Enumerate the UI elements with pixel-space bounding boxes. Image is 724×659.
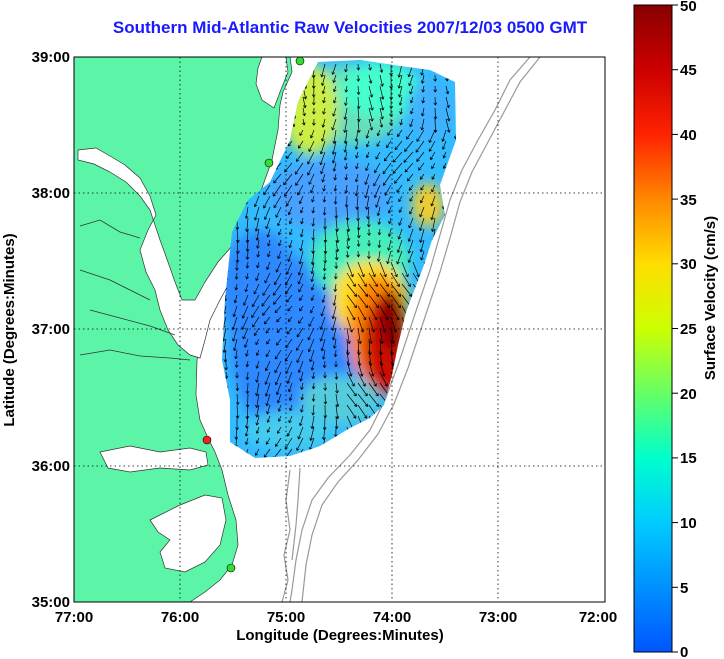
plot-frame xyxy=(73,56,606,603)
colorbar-tick-label: 25 xyxy=(680,321,697,338)
colorbar-tick-label: 0 xyxy=(680,644,688,659)
y-tick-label: 37:00 xyxy=(32,321,70,338)
station-marker xyxy=(295,56,305,66)
colorbar-label: Surface Velocity (cm/s) xyxy=(702,216,719,380)
x-axis-title: Longitude (Degrees:Minutes) xyxy=(236,627,444,644)
colorbar-tick-labels: 50 45 40 35 30 25 20 15 10 5 0 xyxy=(680,0,697,659)
river-york xyxy=(89,309,176,336)
map-title: Southern Mid-Atlantic Raw Velocities 200… xyxy=(112,18,588,37)
y-axis-title: Latitude (Degrees:Minutes) xyxy=(1,233,18,426)
y-tick-labels: 39:00 38:00 37:00 36:00 35:00 xyxy=(32,49,70,611)
bathymetry-contours xyxy=(281,56,541,603)
grid-lines xyxy=(74,57,605,602)
x-tick-labels: 77:00 76:00 75:00 74:00 73:00 72:00 xyxy=(55,609,617,626)
river-rappahannock xyxy=(79,269,151,301)
x-tick-label: 73:00 xyxy=(479,609,517,626)
x-tick-label: 75:00 xyxy=(267,609,305,626)
river-james xyxy=(79,349,191,361)
colorbar xyxy=(633,4,673,653)
y-tick-label: 39:00 xyxy=(32,49,70,66)
colorbar-tick-label: 45 xyxy=(680,62,697,79)
y-tick-label: 38:00 xyxy=(32,185,70,202)
albemarle-sound xyxy=(99,445,209,473)
pamlico-sound xyxy=(149,494,227,573)
colorbar-tick-label: 20 xyxy=(680,386,697,403)
x-tick-label: 74:00 xyxy=(373,609,411,626)
colorbar-tick-label: 10 xyxy=(680,515,697,532)
y-tick-label: 35:00 xyxy=(32,594,70,611)
colorbar-tick-label: 5 xyxy=(680,580,688,597)
river-potomac xyxy=(79,219,141,239)
station-marker xyxy=(226,563,236,573)
x-tick-label: 76:00 xyxy=(161,609,199,626)
colorbar-tick-label: 40 xyxy=(680,127,697,144)
x-tick-label: 72:00 xyxy=(579,609,617,626)
x-tick-label: 77:00 xyxy=(55,609,93,626)
colorbar-tick-label: 30 xyxy=(680,256,697,273)
delaware-bay xyxy=(255,56,289,109)
colorbar-tick-label: 15 xyxy=(680,450,697,467)
station-marker xyxy=(202,435,212,445)
y-tick-label: 36:00 xyxy=(32,458,70,475)
colorbar-tick-label: 50 xyxy=(680,0,697,15)
colorbar-tick-label: 35 xyxy=(680,192,697,209)
station-marker xyxy=(264,158,274,168)
colorbar-ticks xyxy=(672,4,678,653)
